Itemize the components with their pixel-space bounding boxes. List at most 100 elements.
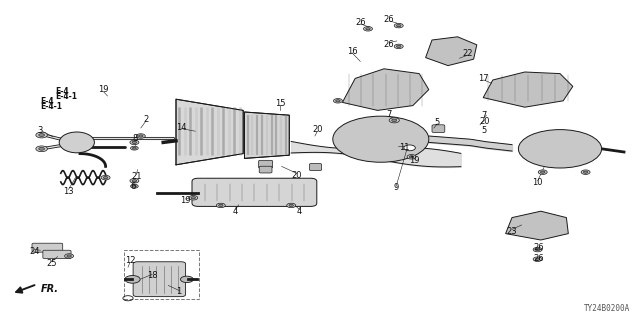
- Circle shape: [131, 184, 138, 188]
- Circle shape: [36, 132, 47, 138]
- FancyBboxPatch shape: [32, 243, 63, 252]
- Text: 6: 6: [131, 182, 136, 191]
- Circle shape: [132, 180, 137, 182]
- Text: 20: 20: [292, 171, 302, 180]
- Polygon shape: [244, 112, 289, 158]
- FancyBboxPatch shape: [192, 178, 317, 206]
- Circle shape: [136, 134, 145, 138]
- Polygon shape: [342, 69, 429, 110]
- Circle shape: [130, 140, 139, 145]
- Circle shape: [364, 27, 372, 31]
- Circle shape: [336, 100, 340, 102]
- Circle shape: [132, 185, 136, 187]
- Ellipse shape: [333, 116, 429, 162]
- Text: 26: 26: [534, 244, 544, 252]
- Text: 19: 19: [410, 156, 420, 165]
- Text: 24: 24: [29, 247, 40, 256]
- Circle shape: [67, 255, 72, 257]
- Ellipse shape: [518, 130, 602, 168]
- FancyBboxPatch shape: [259, 166, 272, 173]
- Text: 3: 3: [38, 126, 43, 135]
- Circle shape: [540, 171, 545, 173]
- Circle shape: [584, 171, 588, 173]
- Text: 19: 19: [99, 85, 109, 94]
- Circle shape: [366, 28, 370, 30]
- Text: 26: 26: [534, 254, 544, 263]
- Text: 7: 7: [387, 110, 392, 119]
- Circle shape: [125, 276, 140, 283]
- Circle shape: [36, 146, 47, 152]
- Text: 21: 21: [131, 172, 141, 180]
- Circle shape: [535, 248, 540, 251]
- Circle shape: [397, 25, 401, 27]
- Polygon shape: [176, 99, 243, 165]
- Text: 20: 20: [479, 117, 490, 126]
- Polygon shape: [426, 37, 477, 66]
- Circle shape: [180, 276, 193, 283]
- Text: 26: 26: [384, 15, 394, 24]
- Text: 4: 4: [233, 207, 238, 216]
- Text: 18: 18: [147, 271, 157, 280]
- Text: 5: 5: [482, 126, 487, 135]
- Text: 11: 11: [399, 143, 410, 152]
- Circle shape: [392, 119, 397, 122]
- Text: 17: 17: [479, 74, 489, 83]
- Circle shape: [404, 145, 415, 151]
- Circle shape: [191, 196, 196, 199]
- Circle shape: [535, 258, 540, 260]
- FancyBboxPatch shape: [310, 164, 321, 171]
- Circle shape: [189, 196, 198, 200]
- Circle shape: [333, 99, 342, 103]
- Text: 1: 1: [177, 287, 182, 296]
- Circle shape: [132, 141, 137, 143]
- Circle shape: [287, 203, 296, 208]
- Text: 5: 5: [435, 118, 440, 127]
- FancyBboxPatch shape: [133, 262, 186, 297]
- Circle shape: [289, 204, 293, 207]
- Text: 10: 10: [532, 178, 543, 187]
- Circle shape: [533, 247, 542, 252]
- Circle shape: [131, 146, 138, 150]
- Text: 8: 8: [132, 134, 138, 143]
- Text: 12: 12: [125, 256, 135, 265]
- Circle shape: [389, 118, 399, 123]
- Polygon shape: [506, 211, 568, 240]
- Circle shape: [410, 156, 414, 158]
- Circle shape: [394, 44, 403, 49]
- Circle shape: [407, 155, 416, 159]
- Bar: [124, 250, 199, 299]
- Circle shape: [38, 134, 45, 137]
- Text: E-4: E-4: [40, 97, 54, 106]
- Text: E-4: E-4: [55, 87, 68, 96]
- Circle shape: [38, 147, 45, 150]
- Circle shape: [394, 23, 403, 28]
- Text: 19: 19: [180, 196, 191, 205]
- FancyBboxPatch shape: [259, 160, 273, 168]
- Circle shape: [101, 175, 110, 180]
- Text: 22: 22: [463, 49, 473, 58]
- Circle shape: [533, 257, 542, 261]
- Circle shape: [538, 170, 547, 174]
- Text: E-4-1: E-4-1: [55, 92, 77, 100]
- Text: 26: 26: [355, 18, 365, 27]
- Text: 4: 4: [297, 207, 302, 216]
- Text: 16: 16: [347, 47, 357, 56]
- Text: 13: 13: [63, 187, 74, 196]
- Circle shape: [132, 147, 136, 149]
- FancyBboxPatch shape: [432, 125, 445, 132]
- Text: 9: 9: [394, 183, 399, 192]
- Circle shape: [130, 179, 139, 183]
- Circle shape: [216, 203, 225, 208]
- Text: FR.: FR.: [40, 284, 58, 294]
- Text: E-4-1: E-4-1: [40, 102, 62, 111]
- Polygon shape: [483, 72, 573, 107]
- Text: 2: 2: [143, 115, 148, 124]
- Text: 7: 7: [482, 111, 487, 120]
- FancyBboxPatch shape: [43, 250, 71, 259]
- Ellipse shape: [59, 132, 95, 153]
- Text: 25: 25: [46, 259, 56, 268]
- Circle shape: [139, 135, 143, 137]
- Circle shape: [397, 45, 401, 48]
- Circle shape: [104, 177, 108, 179]
- Text: 15: 15: [275, 99, 285, 108]
